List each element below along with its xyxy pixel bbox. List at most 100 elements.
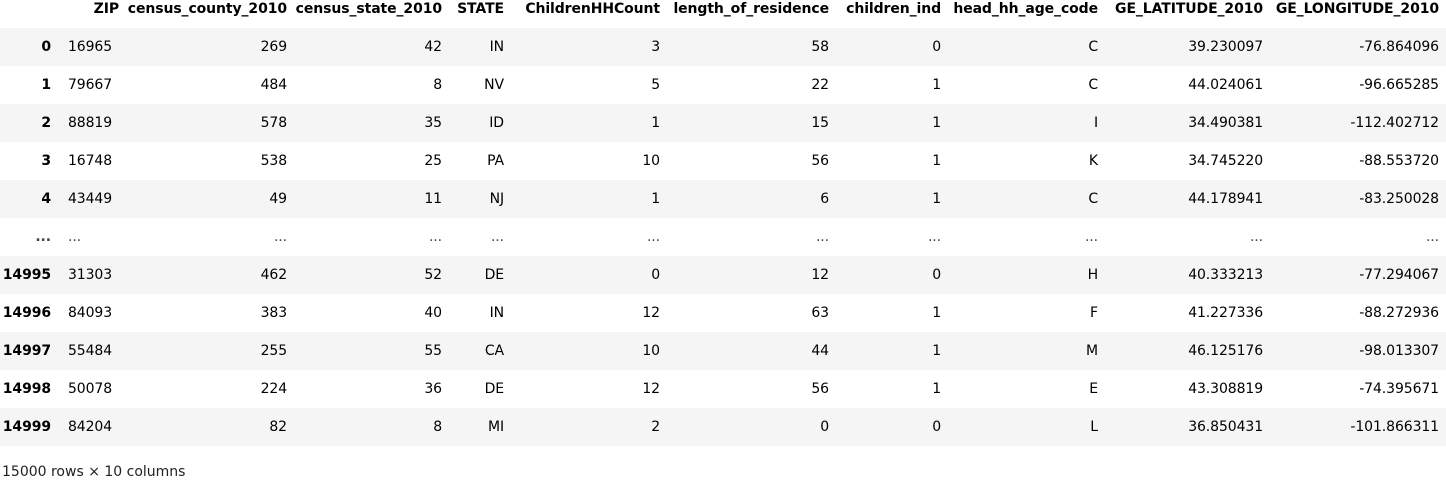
row-index-label: 2: [41, 115, 51, 131]
table-cell: 36: [424, 381, 442, 397]
table-cell: 40: [424, 305, 442, 321]
table-cell: 84093: [68, 305, 113, 321]
table-cell: 0: [932, 39, 941, 55]
row-index-label: 14995: [2, 267, 51, 283]
table-cell: -88.553720: [1359, 153, 1439, 169]
table-cell: ID: [489, 115, 504, 131]
column-header-head-hh-age-code: head_hh_age_code: [953, 1, 1098, 17]
column-header-children-ind: children_ind: [846, 1, 941, 17]
table-cell: ...: [428, 229, 442, 245]
row-index-label: 14996: [2, 305, 51, 321]
column-header-length-of-residence: length_of_residence: [673, 1, 829, 17]
column-header-ge-longitude-2010: GE_LONGITUDE_2010: [1275, 1, 1439, 17]
table-cell: 1: [932, 381, 941, 397]
table-cell: 5: [651, 77, 660, 93]
table-cell: 1: [932, 191, 941, 207]
table-cell: -77.294067: [1359, 267, 1439, 283]
table-cell: 16748: [68, 153, 113, 169]
table-body: 0 16965 269 42 IN 3 58 0 C 39.230097 -76.864096 1 79…: [0, 28, 1446, 446]
table-cell: 462: [260, 267, 288, 283]
table-cell: 255: [260, 343, 288, 359]
table-cell: 12: [811, 267, 829, 283]
table-cell: -88.272936: [1359, 305, 1439, 321]
dataframe-table: ZIP census_county_2010 census_state_2010…: [0, 1, 1446, 446]
column-header-census-county-2010: census_county_2010: [127, 1, 287, 17]
table-cell: DE: [484, 381, 505, 397]
table-cell: 1: [651, 115, 660, 131]
column-header-census-state-2010: census_state_2010: [295, 1, 442, 17]
table-cell: 538: [260, 153, 288, 169]
ellipsis-row: .................................: [0, 218, 1446, 256]
table-cell: 79667: [68, 77, 113, 93]
table-cell: ...: [68, 229, 82, 245]
table-cell: ...: [1249, 229, 1263, 245]
table-cell: 43449: [68, 191, 113, 207]
table-cell: ...: [490, 229, 504, 245]
table-cell: 15: [811, 115, 829, 131]
table-cell: ...: [273, 229, 287, 245]
table-cell: 25: [424, 153, 442, 169]
table-cell: 2: [651, 419, 660, 435]
row-index-label: 14998: [2, 381, 51, 397]
table-row: 0 16965 269 42 IN 3 58 0 C 39.230097 -76.864096: [0, 28, 1446, 66]
table-cell: C: [1088, 39, 1098, 55]
table-row: 4 43449 49 11 NJ 1 6 1 C 44.178941 -83.250028: [0, 180, 1446, 218]
table-cell: -76.864096: [1359, 39, 1439, 55]
table-cell: ...: [646, 229, 660, 245]
table-row: 14996 84093 383 40 IN 12 63 1 F 41.227336 -88.2729…: [0, 294, 1446, 332]
table-cell: 49: [269, 191, 287, 207]
table-cell: IN: [489, 39, 505, 55]
table-cell: -98.013307: [1359, 343, 1439, 359]
table-cell: -74.395671: [1359, 381, 1439, 397]
table-row: 14995 31303 462 52 DE 0 12 0 H 40.333213 -77.29406…: [0, 256, 1446, 294]
table-cell: 34.745220: [1188, 153, 1263, 169]
table-cell: 0: [651, 267, 660, 283]
table-cell: 56: [811, 381, 829, 397]
table-cell: 1: [932, 305, 941, 321]
dataframe-output: ZIP census_county_2010 census_state_2010…: [0, 1, 1446, 480]
table-cell: C: [1088, 77, 1098, 93]
row-index-label: 0: [41, 39, 51, 55]
table-cell: 82: [269, 419, 287, 435]
row-index-label: 14997: [2, 343, 51, 359]
table-cell: 88819: [68, 115, 113, 131]
table-cell: 1: [651, 191, 660, 207]
table-cell: 0: [932, 419, 941, 435]
table-cell: 84204: [68, 419, 113, 435]
column-header-zip: ZIP: [93, 1, 119, 17]
table-cell: 8: [433, 77, 442, 93]
table-cell: 55: [424, 343, 442, 359]
column-header-ge-latitude-2010: GE_LATITUDE_2010: [1115, 1, 1263, 17]
table-cell: 42: [424, 39, 442, 55]
table-cell: -101.866311: [1350, 419, 1439, 435]
table-cell: DE: [484, 267, 505, 283]
table-cell: 35: [424, 115, 442, 131]
table-cell: ...: [1425, 229, 1439, 245]
table-cell: 43.308819: [1188, 381, 1263, 397]
table-cell: 578: [260, 115, 288, 131]
table-cell: 1: [932, 115, 941, 131]
table-row: 2 88819 578 35 ID 1 15 1 I 34.490381 -112.402712: [0, 104, 1446, 142]
table-cell: 10: [642, 343, 660, 359]
table-cell: 16965: [68, 39, 113, 55]
table-cell: 56: [811, 153, 829, 169]
row-index-label: ...: [35, 229, 51, 245]
table-row: 3 16748 538 25 PA 10 56 1 K 34.745220 -88.553720: [0, 142, 1446, 180]
table-cell: 34.490381: [1188, 115, 1263, 131]
table-cell: 44.024061: [1188, 77, 1263, 93]
table-cell: F: [1090, 305, 1098, 321]
table-cell: 1: [932, 153, 941, 169]
table-cell: -112.402712: [1350, 115, 1439, 131]
table-cell: 484: [260, 77, 288, 93]
table-cell: 31303: [68, 267, 113, 283]
column-header-state: STATE: [457, 1, 504, 17]
table-row: 14997 55484 255 55 CA 10 44 1 M 46.125176 -98.0133…: [0, 332, 1446, 370]
table-cell: 36.850431: [1188, 419, 1263, 435]
table-cell: 12: [642, 381, 660, 397]
table-row: 1 79667 484 8 NV 5 22 1 C 44.024061 -96.665285: [0, 66, 1446, 104]
table-cell: 46.125176: [1188, 343, 1263, 359]
table-cell: ...: [1084, 229, 1098, 245]
table-cell: 3: [651, 39, 660, 55]
table-cell: CA: [484, 343, 504, 359]
table-cell: 1: [932, 77, 941, 93]
